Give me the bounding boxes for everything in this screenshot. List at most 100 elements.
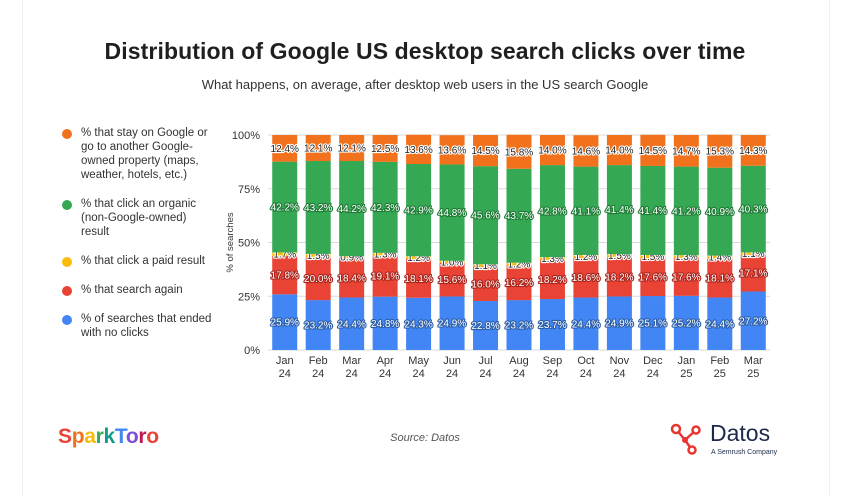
data-label: 25.2% [672, 318, 700, 329]
bar-segment [673, 257, 699, 296]
data-label: 14.0% [538, 146, 566, 157]
sparktoro-letter: o [146, 425, 159, 448]
bar-segment [673, 255, 699, 258]
bar-segment [305, 135, 331, 162]
data-label: 17.1% [739, 269, 767, 280]
bar-segment [272, 135, 298, 162]
bar-segment [707, 134, 733, 168]
x-tick-label: Mar [342, 355, 361, 367]
x-tick-label-year: 24 [613, 368, 625, 380]
bar-segment [573, 135, 599, 167]
bar-segment [606, 165, 632, 255]
bar-segment [707, 258, 733, 298]
data-label: 18.2% [605, 272, 633, 283]
data-label: 16.2% [505, 278, 533, 289]
bar-segment [372, 255, 398, 297]
data-label: 41.4% [639, 206, 667, 217]
bar-segment [707, 255, 733, 259]
x-tick-label: May [408, 355, 429, 367]
data-label: 13.6% [404, 145, 432, 156]
bar-segment [406, 297, 432, 350]
bar-segment [439, 262, 465, 297]
data-label: 42.2% [271, 203, 299, 214]
data-label: 42.3% [371, 203, 399, 214]
data-label: 24.4% [337, 319, 365, 330]
sparktoro-letter: S [58, 425, 72, 448]
data-label: 40.3% [739, 205, 767, 216]
bar-segment [272, 256, 298, 295]
data-label: 42.9% [404, 206, 432, 217]
bar-segment [606, 296, 632, 350]
x-tick-label: Jan [276, 355, 294, 367]
x-tick-label-year: 24 [446, 368, 458, 380]
bar-segment [740, 252, 766, 255]
data-label: 18.6% [572, 273, 600, 284]
legend-label: % that search again [81, 284, 183, 296]
bar-segment [305, 257, 331, 301]
bar-segment [272, 294, 298, 350]
data-label: 43.2% [304, 203, 332, 214]
bar-segment [740, 254, 766, 292]
legend-label: % that click a paid result [81, 255, 206, 267]
legend-dot-icon [62, 286, 72, 296]
datos-wordmark: Datos [710, 420, 771, 446]
x-tick-label: Jun [443, 355, 461, 367]
data-label: 42.8% [538, 207, 566, 218]
data-label: 24.9% [438, 319, 466, 330]
data-label: 44.8% [438, 208, 466, 219]
bar-segment [339, 257, 365, 298]
bar-segment [506, 265, 532, 301]
x-tick-label: Feb [309, 355, 328, 367]
bar-segment [573, 257, 599, 298]
sparktoro-letter: T [114, 425, 126, 448]
sparktoro-letter: o [125, 425, 139, 448]
data-label: 18.1% [404, 274, 432, 285]
x-tick-label: Apr [377, 355, 394, 367]
bar-segment [506, 134, 532, 169]
x-tick-label-year: 24 [412, 368, 424, 380]
legend-label: % that stay on Google or go to another G… [81, 127, 208, 181]
x-tick-label-year: 25 [714, 368, 726, 380]
data-label: 14.0% [605, 146, 633, 157]
y-tick-label: 75% [238, 184, 260, 196]
legend-item-google: % that stay on Google or go to another G… [62, 126, 212, 182]
x-tick-label: Dec [643, 355, 663, 367]
data-label: 18.4% [337, 273, 365, 284]
bar-segment [673, 166, 699, 256]
bar-segment [673, 135, 699, 167]
data-label: 41.1% [572, 206, 600, 217]
data-label: 12.5% [371, 144, 399, 155]
bar-segment [573, 254, 599, 258]
bar-segment [673, 295, 699, 350]
x-tick-label: Mar [744, 355, 763, 367]
bar-segment [439, 260, 465, 263]
bar-segment [339, 256, 365, 258]
sparktoro-letter: a [84, 425, 96, 448]
legend-item-organic: % that click an organic (non-Google-owne… [62, 197, 212, 239]
bar-segment [707, 297, 733, 350]
legend-dot-icon [62, 315, 72, 325]
data-label: 25.1% [639, 319, 667, 330]
data-label: 14.3% [739, 146, 767, 157]
x-tick-label-year: 25 [680, 368, 692, 380]
x-tick-label-year: 24 [580, 368, 592, 380]
data-label: 24.4% [572, 319, 600, 330]
bar-segment [406, 258, 432, 298]
bar-segment [439, 135, 465, 165]
data-label: 15.3% [706, 147, 734, 158]
datos-logo: Datos A Semrush Company [668, 420, 777, 461]
bar-segment [539, 257, 565, 260]
data-label: 14.6% [572, 146, 600, 157]
data-label: 18.1% [706, 274, 734, 285]
x-tick-label-year: 24 [379, 368, 391, 380]
bar-segment [539, 299, 565, 350]
sparktoro-letter: p [71, 425, 85, 448]
bar-segment [606, 135, 632, 166]
bar-segment [539, 259, 565, 300]
bar-segment [473, 266, 499, 301]
x-tick-label-year: 24 [479, 368, 491, 380]
data-label: 24.8% [371, 319, 399, 330]
bar-segment [473, 135, 499, 167]
legend-label: % that click an organic (non-Google-owne… [81, 198, 197, 238]
data-label: 43.7% [505, 211, 533, 222]
